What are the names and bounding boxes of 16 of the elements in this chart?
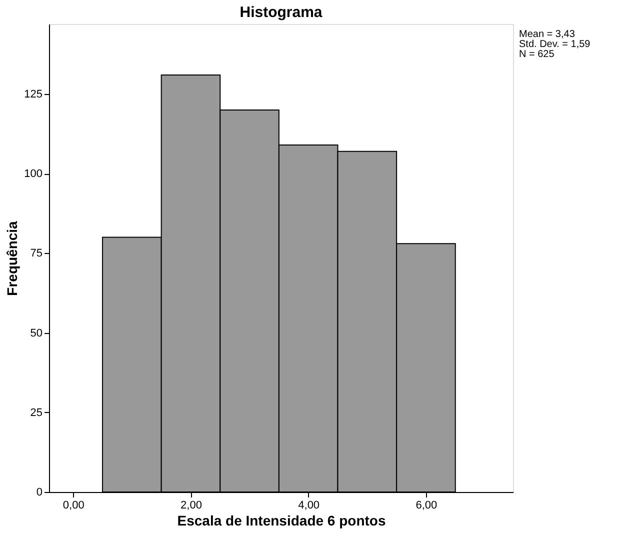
y-tick-label: 50: [30, 327, 42, 340]
y-tick-label: 25: [30, 406, 42, 419]
y-tick-label: 125: [24, 88, 42, 101]
text: N = 625: [519, 49, 555, 60]
y-axis-title: Frequência: [4, 220, 20, 296]
y-tick-label: 0: [36, 486, 42, 498]
text: Std. Dev. = 1,59: [519, 39, 591, 50]
y-tick-label: 75: [30, 248, 42, 260]
x-tick-label: 0,00: [62, 500, 84, 512]
x-axis-title: Escala de Intensidade 6 pontos: [177, 512, 386, 528]
x-tick-label: 2,00: [180, 500, 202, 512]
x-tick-label: 6,00: [416, 500, 438, 512]
text: Mean = 3,43: [519, 29, 576, 40]
x-tick-label: 4,00: [298, 500, 320, 512]
y-tick-label: 100: [24, 168, 42, 180]
chart-title: Histograma: [240, 4, 323, 21]
